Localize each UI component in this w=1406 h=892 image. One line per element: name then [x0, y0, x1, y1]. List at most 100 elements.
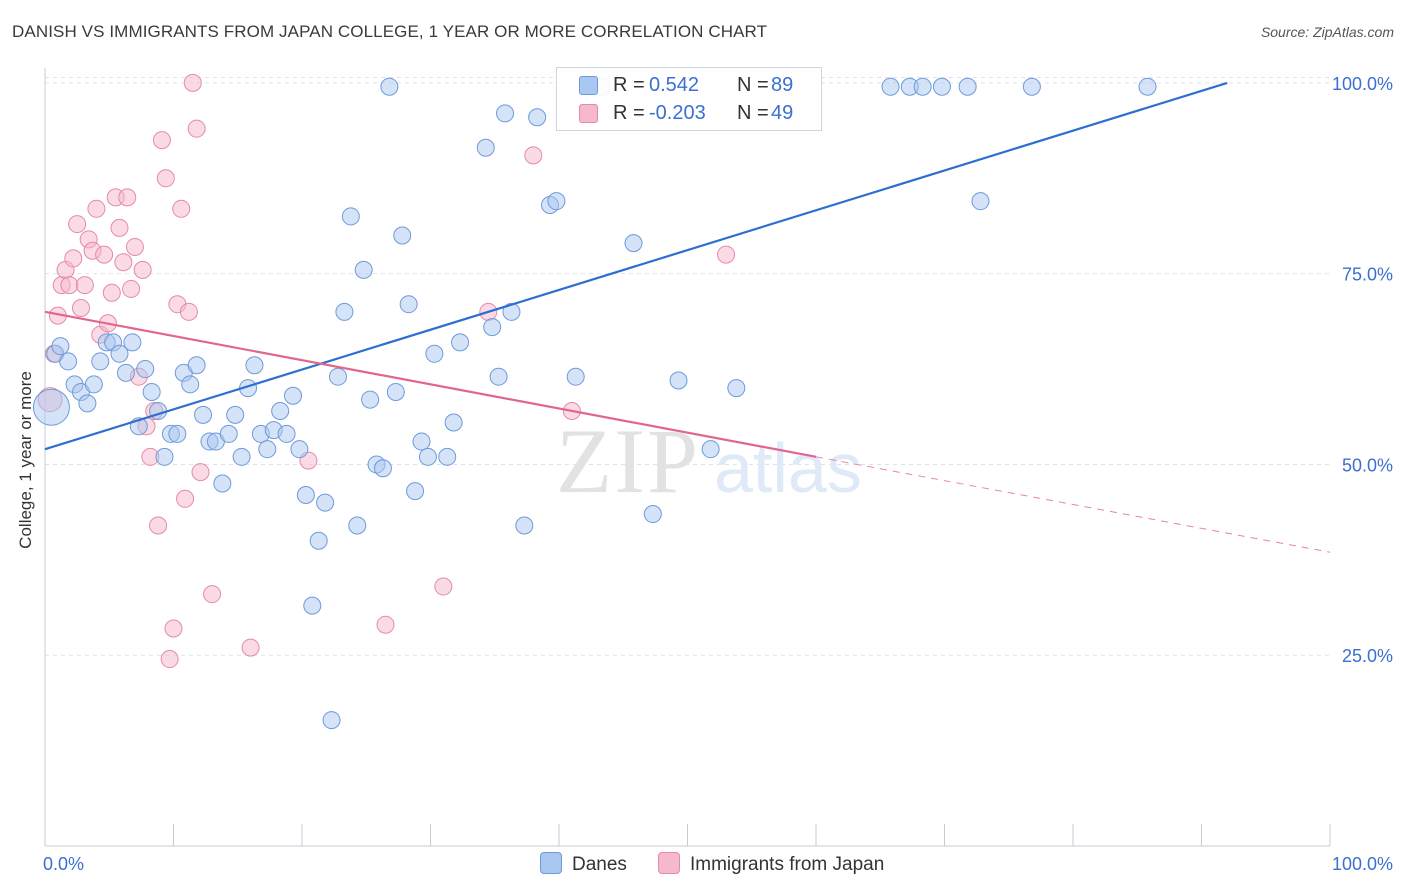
danes-point	[309, 531, 328, 550]
danes-point	[84, 375, 103, 394]
japan-point	[125, 237, 144, 256]
danes-point	[361, 390, 380, 409]
danes-point	[451, 333, 470, 352]
danes-point	[123, 333, 142, 352]
danes-point	[958, 77, 977, 96]
axes	[44, 68, 1331, 847]
japan-point	[176, 489, 195, 508]
y-tick-labels: 25.0% 50.0% 75.0% 100.0%	[1332, 74, 1393, 666]
danes-point	[194, 405, 213, 424]
danes-point	[226, 405, 245, 424]
japan-r-value: -0.203	[649, 102, 706, 124]
japan-point	[64, 249, 83, 268]
trendline-2	[815, 456, 1331, 553]
danes-point	[78, 394, 97, 413]
y-tick-label: 100.0%	[1332, 74, 1393, 94]
danes-point	[296, 485, 315, 504]
danes-point	[232, 447, 251, 466]
danes-point	[496, 104, 515, 123]
danes-point	[701, 440, 720, 459]
japan-point	[118, 188, 137, 207]
japan-point	[152, 131, 171, 150]
japan-point	[95, 245, 114, 264]
danes-point	[91, 352, 110, 371]
danes-point	[303, 596, 322, 615]
japan-point	[60, 276, 79, 295]
japan-n-label: N =	[737, 102, 769, 124]
japan-point	[717, 245, 736, 264]
y-tick-label: 25.0%	[1342, 646, 1393, 666]
danes-point	[386, 382, 405, 401]
danes-point	[1138, 77, 1157, 96]
japan-point	[156, 169, 175, 188]
danes-point	[502, 302, 521, 321]
japan-point	[434, 577, 453, 596]
x-tick-labels: 0.0% 100.0%	[43, 854, 1393, 874]
chart-title: DANISH VS IMMIGRANTS FROM JAPAN COLLEGE,…	[12, 22, 768, 41]
danes-point	[412, 432, 431, 451]
y-tick-label: 75.0%	[1342, 265, 1393, 285]
danes-point	[181, 375, 200, 394]
danes-point	[32, 388, 70, 426]
danes-point	[155, 447, 174, 466]
danes-point	[219, 424, 238, 443]
watermark: ZIP atlas	[556, 410, 862, 512]
trendline-1	[44, 310, 817, 458]
danes-point	[476, 138, 495, 157]
danes-r-label: R =	[613, 74, 645, 96]
danes-point	[373, 459, 392, 478]
danes-point	[727, 379, 746, 398]
danes-point	[393, 226, 412, 245]
y-axis-label: College, 1 year or more	[16, 371, 35, 549]
danes-point	[341, 207, 360, 226]
stats-legend: R = 0.542 N = 89 R = -0.203 N = 49	[556, 67, 822, 131]
japan-point	[71, 299, 90, 318]
danes-point	[51, 337, 70, 356]
japan-point	[122, 279, 141, 298]
japan-swatch	[579, 104, 598, 123]
danes-point	[245, 356, 264, 375]
danes-point	[515, 516, 534, 535]
danes-point	[348, 516, 367, 535]
danes-n-label: N =	[737, 74, 769, 96]
bottom-japan-swatch	[658, 852, 680, 874]
danes-point	[489, 367, 508, 386]
japan-point	[241, 638, 260, 657]
danes-point	[290, 440, 309, 459]
danes-point	[142, 382, 161, 401]
danes-point	[483, 318, 502, 337]
danes-point	[425, 344, 444, 363]
danes-point	[322, 711, 341, 730]
japan-point	[68, 215, 87, 234]
trendline-0	[44, 81, 1228, 451]
danes-point	[335, 302, 354, 321]
danes-n-value: 89	[771, 74, 794, 96]
japan-point	[191, 463, 210, 482]
x-tick-label-min: 0.0%	[43, 854, 84, 874]
source-note: Source: ZipAtlas.com	[1260, 24, 1394, 40]
japan-point	[203, 585, 222, 604]
danes-point	[418, 447, 437, 466]
danes-point	[213, 474, 232, 493]
x-tick-label-max: 100.0%	[1332, 854, 1393, 874]
japan-point	[187, 119, 206, 138]
danes-point	[110, 344, 129, 363]
watermark-zip: ZIP	[556, 410, 700, 512]
japan-point	[164, 619, 183, 638]
japan-point	[376, 615, 395, 634]
bottom-danes-swatch	[540, 852, 562, 874]
danes-point	[136, 360, 155, 379]
danes-point	[1022, 77, 1041, 96]
japan-point	[110, 218, 129, 237]
danes-point	[284, 386, 303, 405]
japan-n-value: 49	[771, 102, 794, 124]
japan-point	[172, 199, 191, 218]
danes-point	[354, 260, 373, 279]
trendlines	[44, 81, 1331, 553]
series-danes	[32, 77, 1157, 730]
danes-swatch	[579, 76, 598, 95]
danes-point	[258, 440, 277, 459]
bottom-japan-label: Immigrants from Japan	[690, 854, 885, 875]
danes-point	[328, 367, 347, 386]
danes-point	[406, 482, 425, 501]
